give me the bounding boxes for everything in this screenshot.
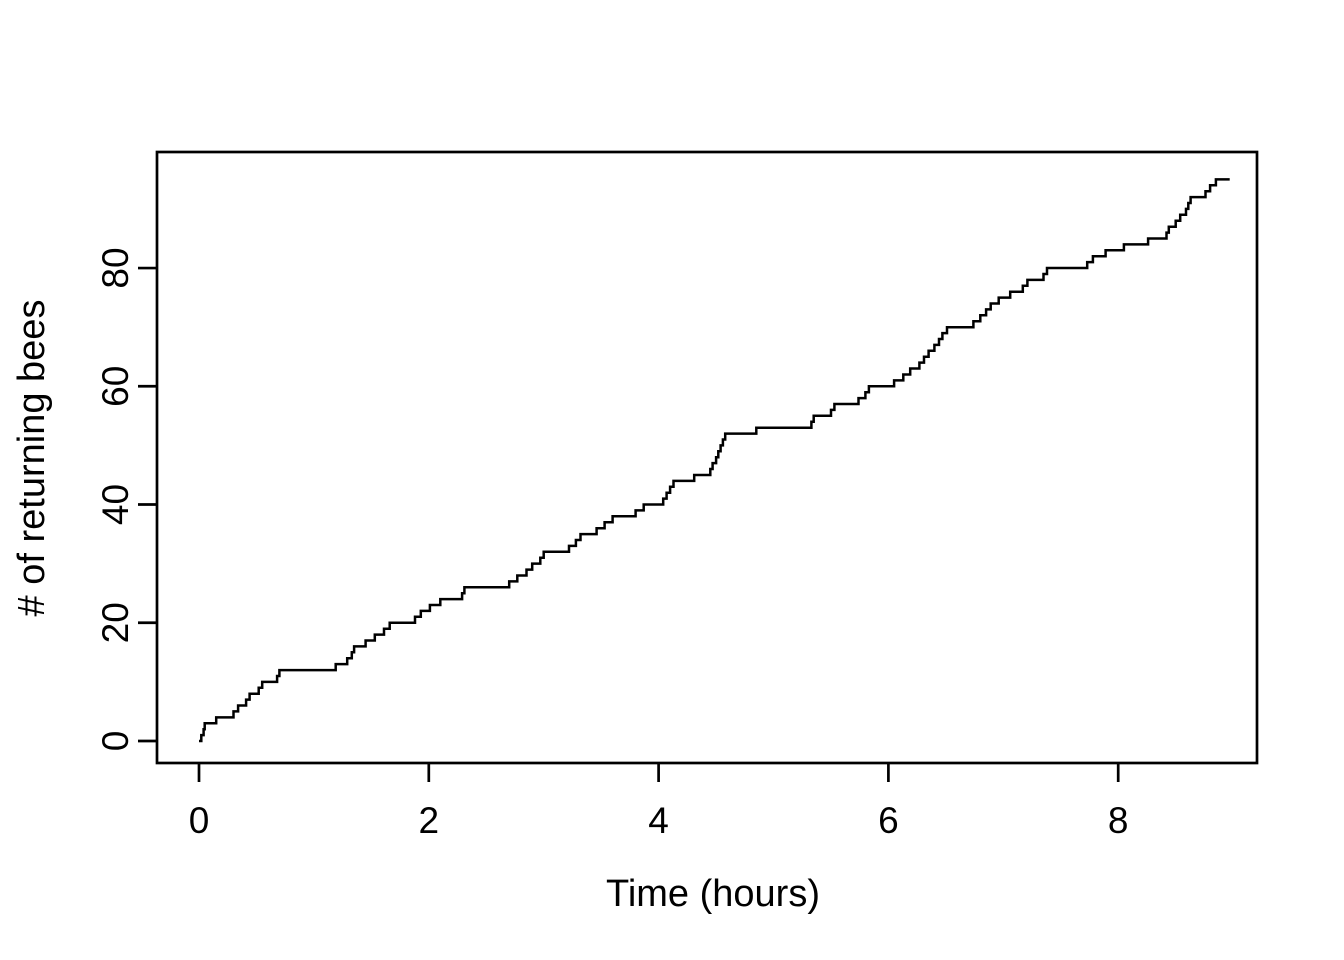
x-tick-label: 8 — [1108, 800, 1129, 841]
y-tick-label: 80 — [95, 247, 136, 288]
x-tick-label: 0 — [189, 800, 210, 841]
y-tick-label: 0 — [95, 731, 136, 752]
y-tick-label: 60 — [95, 366, 136, 407]
plot-box — [155, 150, 1259, 765]
y-axis-title: # of returning bees — [11, 300, 53, 617]
x-axis-ticks: 0 2 4 6 8 — [189, 763, 1129, 841]
x-tick-label: 4 — [648, 800, 669, 841]
x-tick-label: 2 — [419, 800, 440, 841]
y-tick-label: 40 — [95, 484, 136, 525]
y-tick-label: 20 — [95, 602, 136, 643]
y-axis-ticks: 0 20 40 60 80 — [95, 247, 157, 751]
step-line-series — [199, 178, 1230, 743]
x-axis-title: Time (hours) — [606, 873, 820, 915]
x-tick-label: 6 — [878, 800, 899, 841]
